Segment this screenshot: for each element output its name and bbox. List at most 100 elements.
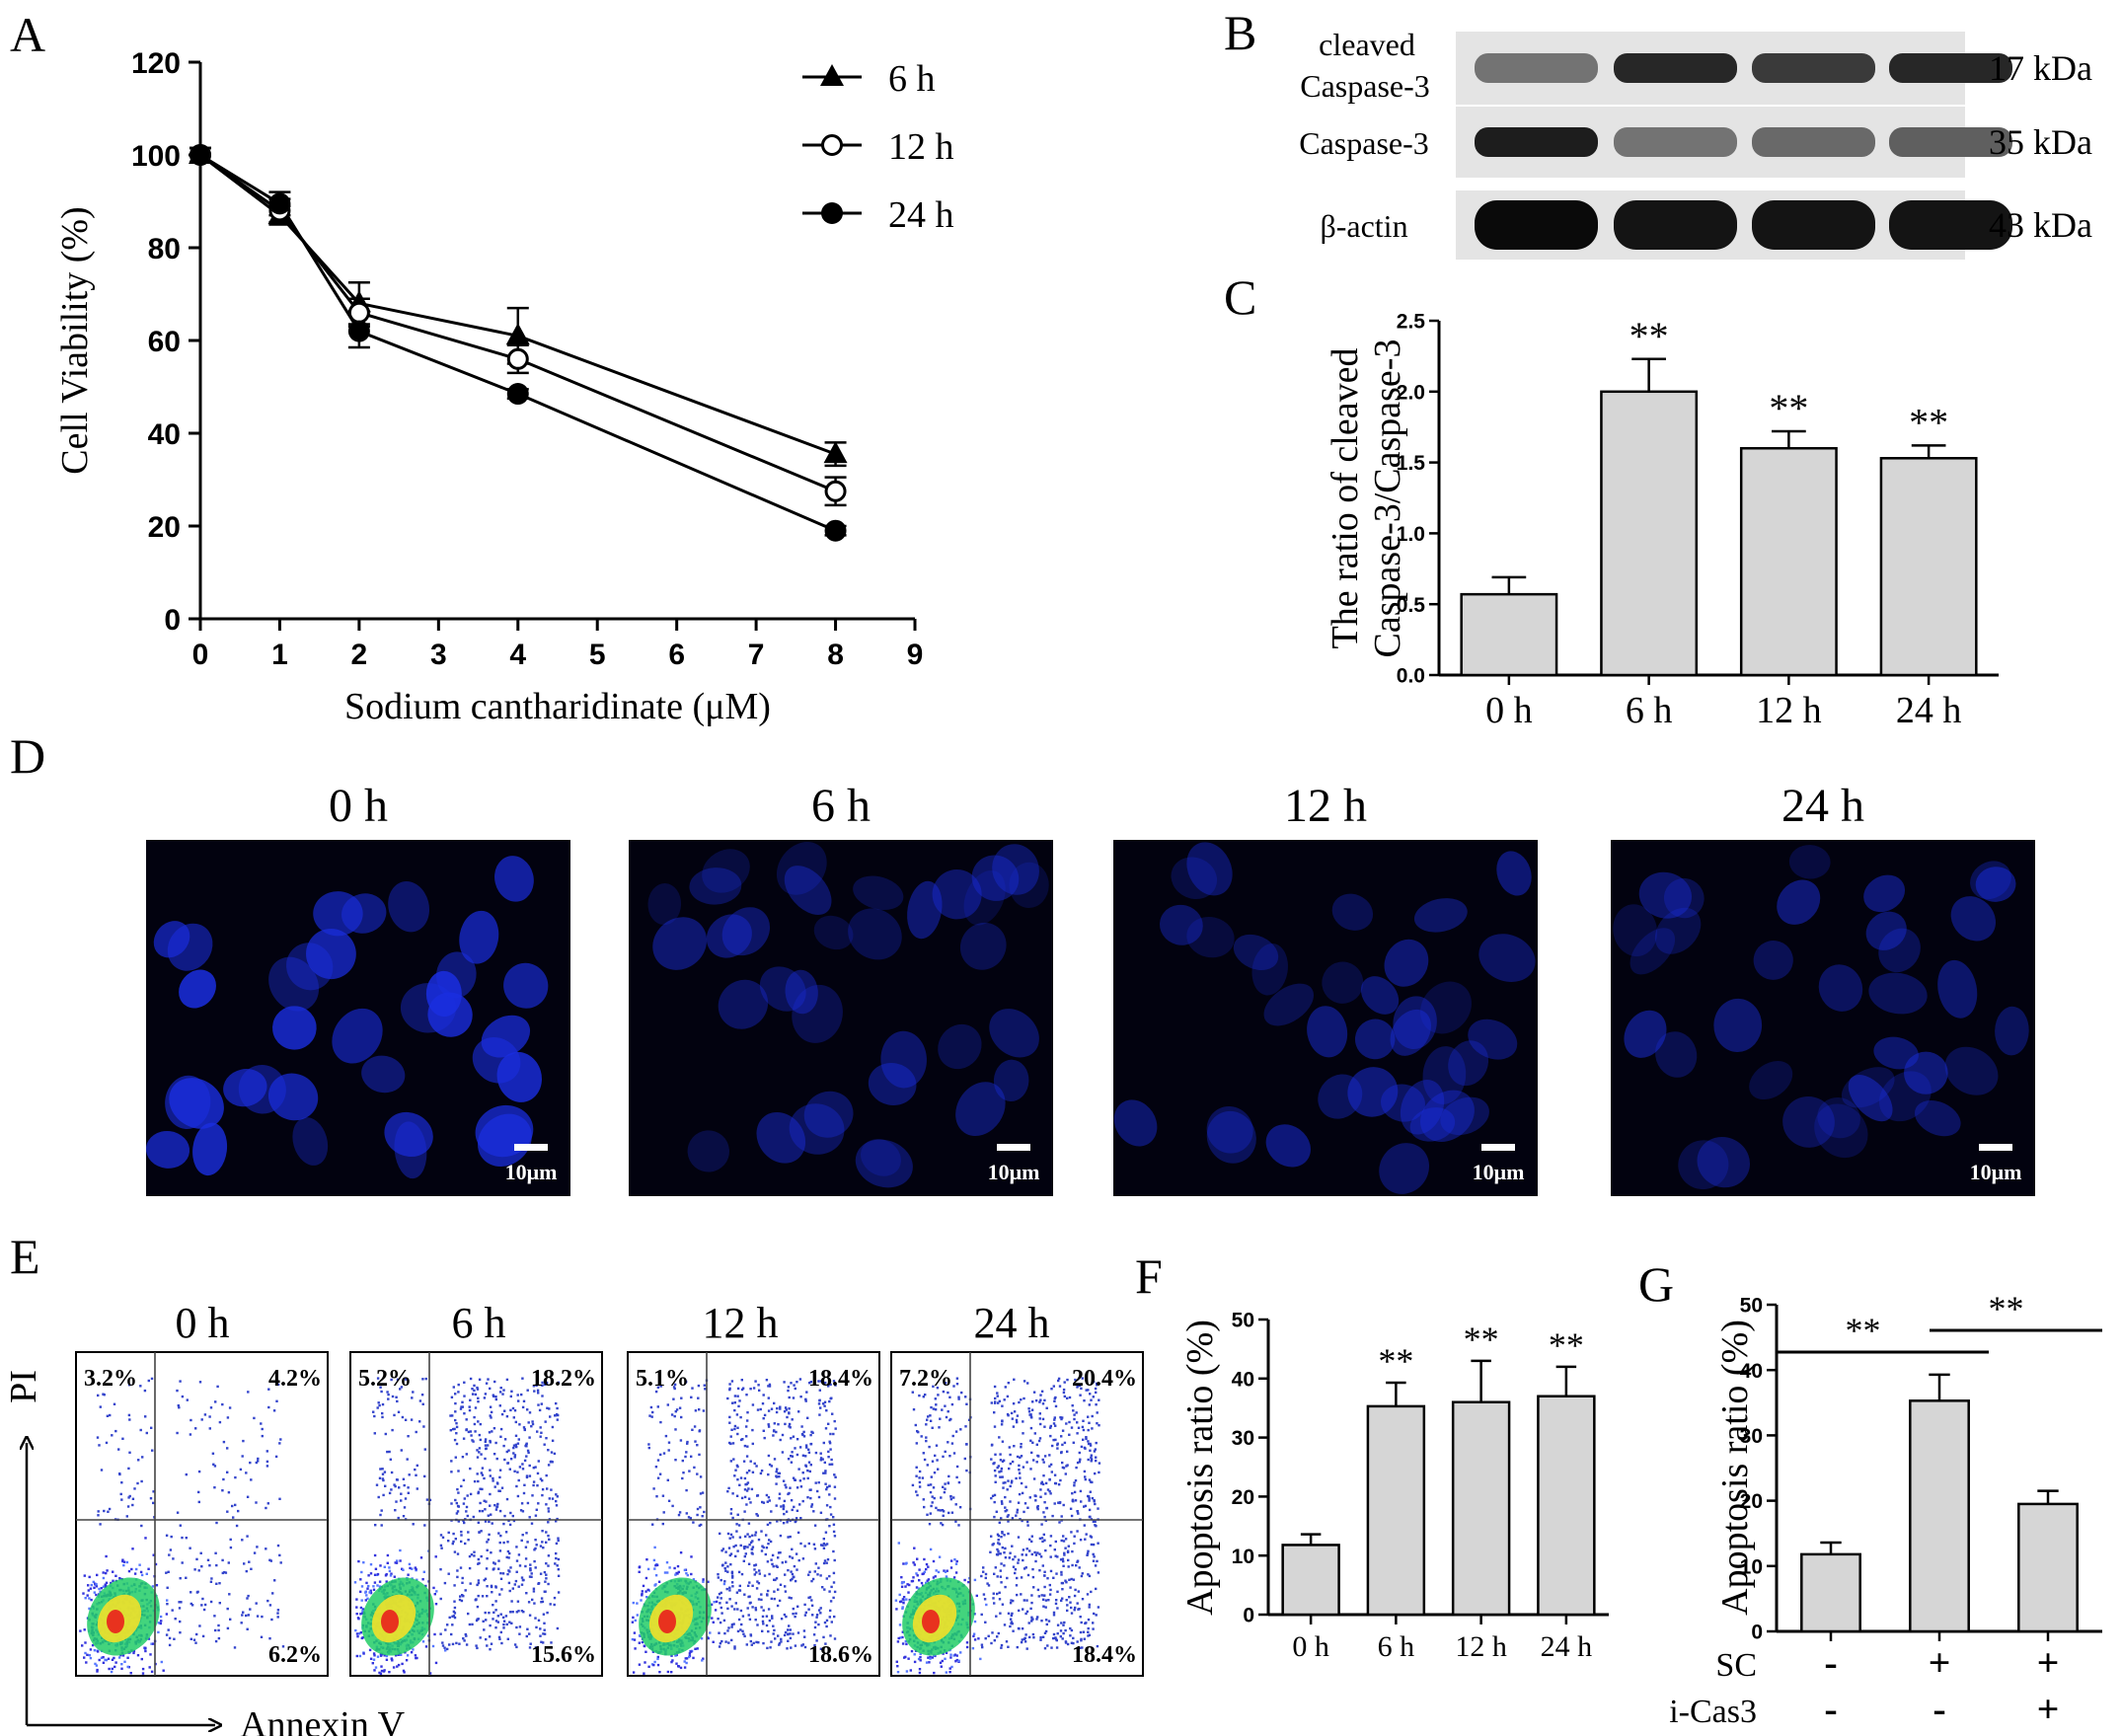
flow-event [1089, 1393, 1092, 1396]
flow-event [1029, 1607, 1032, 1611]
flow-event [1094, 1520, 1097, 1523]
flow-event [947, 1474, 950, 1478]
flow-event [499, 1387, 502, 1390]
flow-event [113, 1402, 116, 1405]
flow-event [1057, 1483, 1061, 1486]
flow-event [1073, 1535, 1076, 1538]
flow-event [1059, 1416, 1062, 1419]
flow-event [548, 1538, 551, 1541]
flow-event [692, 1521, 695, 1524]
flow-event [654, 1466, 658, 1469]
flow-event [477, 1557, 480, 1561]
cell-nucleus [1422, 1046, 1467, 1104]
flow-event [971, 1647, 975, 1650]
flow-event [544, 1590, 547, 1593]
flow-event [250, 1478, 253, 1481]
flow-event [513, 1454, 517, 1457]
flow-event [1080, 1387, 1083, 1391]
flow-event [727, 1547, 731, 1549]
cell-nucleus [267, 1073, 319, 1121]
flow-event [1076, 1510, 1079, 1513]
cell-nucleus [1468, 1019, 1518, 1060]
chartC-significance: ** [1769, 386, 1808, 430]
flow-event [1071, 1563, 1074, 1567]
flow-event [1087, 1495, 1091, 1498]
flow-event [1003, 1534, 1006, 1537]
flow-event [780, 1637, 783, 1641]
flow-event [731, 1536, 734, 1539]
flow-event [246, 1535, 249, 1538]
cell-nucleus [1420, 1090, 1475, 1142]
cell-nucleus [1878, 928, 1921, 973]
flow-event [512, 1416, 515, 1419]
flow-event [234, 1503, 237, 1507]
flow-event [1074, 1606, 1077, 1610]
flow-event [749, 1541, 753, 1545]
flow-event [1060, 1417, 1063, 1421]
flow-event [813, 1643, 816, 1647]
flow-event [972, 1632, 976, 1635]
flow-event [809, 1496, 812, 1500]
flow-event [266, 1599, 269, 1603]
flow-event [141, 1672, 145, 1675]
flow-event [1027, 1410, 1031, 1413]
flow-event [1036, 1616, 1039, 1619]
cell-nucleus [756, 1111, 806, 1164]
flow-event [1060, 1515, 1063, 1518]
chartG-bar [1909, 1399, 1970, 1633]
flow-event [819, 1459, 822, 1462]
flow-event [1042, 1533, 1045, 1537]
flow-event [541, 1493, 544, 1497]
flow-event [541, 1479, 544, 1482]
flow-event [673, 1566, 676, 1570]
flow-event [758, 1389, 761, 1392]
flow-event [463, 1381, 466, 1384]
flow-event [373, 1581, 377, 1584]
flow-event [1096, 1644, 1099, 1648]
flow-event [1040, 1620, 1043, 1623]
flow-event [405, 1659, 409, 1662]
panel-letter-d: D [10, 728, 45, 784]
flow-event [454, 1498, 457, 1502]
flow-event [250, 1567, 253, 1570]
flow-event [959, 1651, 962, 1654]
flow-event [1032, 1459, 1035, 1462]
flow-event [441, 1641, 444, 1644]
cell-nucleus [1496, 851, 1532, 896]
flow-event [550, 1460, 553, 1464]
flow-event [683, 1666, 687, 1669]
flow-event [424, 1584, 427, 1588]
flow-event [656, 1657, 659, 1661]
flow-event [90, 1583, 93, 1587]
flow-event [733, 1645, 736, 1648]
flow-event [1076, 1461, 1080, 1465]
flow-event [832, 1549, 835, 1553]
flow-event [1063, 1551, 1066, 1554]
flow-event [1017, 1536, 1021, 1539]
flow-event [1072, 1409, 1075, 1412]
flow-event [749, 1460, 752, 1463]
flow-event [88, 1597, 91, 1600]
flow-event [727, 1626, 730, 1629]
flow-event [743, 1554, 746, 1558]
flow-event [380, 1390, 383, 1394]
flow-event [1008, 1446, 1011, 1449]
flow-event [257, 1457, 260, 1461]
flow-event [682, 1472, 685, 1474]
flow-event [694, 1440, 697, 1443]
flow-event [828, 1484, 831, 1487]
flow-event [451, 1542, 454, 1546]
flow-event [478, 1378, 482, 1381]
flow-event [490, 1551, 493, 1554]
flow-event [410, 1651, 414, 1654]
flow-event [735, 1530, 738, 1533]
flow-event [1037, 1439, 1041, 1443]
flow-event [996, 1533, 1000, 1536]
flow-event [478, 1447, 482, 1450]
flow-event [1000, 1536, 1003, 1539]
flow-event [717, 1618, 720, 1621]
cell-nucleus [1975, 867, 2016, 902]
flow-event [746, 1607, 749, 1610]
flow-event [506, 1572, 509, 1576]
flow-event [829, 1513, 833, 1516]
